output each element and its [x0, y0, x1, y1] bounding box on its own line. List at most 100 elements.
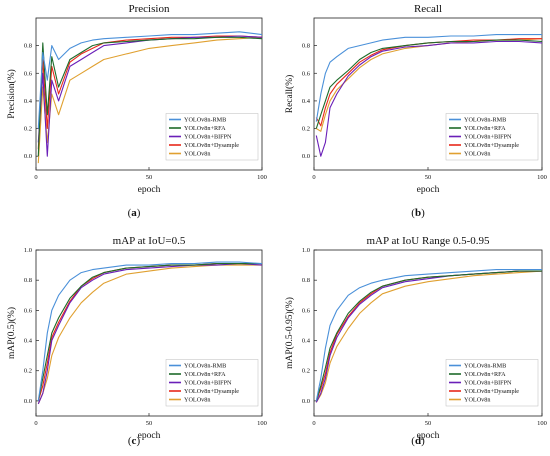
series-line-yolov8n-rmb: [37, 261, 263, 401]
y-tick-label: 0.4: [24, 98, 33, 105]
y-tick-label: 0.8: [302, 43, 310, 50]
y-tick-label: 0.4: [24, 338, 33, 345]
chart-title: mAP at IoU Range 0.5-0.95: [366, 235, 490, 247]
panel-label-paren: ): [421, 435, 425, 447]
y-tick-label: 0.2: [24, 126, 32, 133]
legend-entry: YOLOv8n-RMB: [184, 117, 226, 124]
legend-entry: YOLOv8n+Dysample: [464, 388, 519, 395]
chart-panel-c: mAP at IoU=0.5 0.0 0.2 0.4 0.6 0.8 1.0 0 50 100 ep…: [6, 235, 267, 447]
legend: YOLOv8n-RMBYOLOv8n+RFAYOLOv8n+BIFPNYOLOv…: [445, 113, 539, 161]
series-line-yolov8n-rfa: [37, 36, 263, 157]
series-line-yolov8n-rmb: [37, 31, 263, 129]
y-tick-label: 0.2: [24, 368, 32, 375]
x-tick-label: 50: [146, 174, 153, 181]
y-axis-label: Precision(%): [6, 69, 17, 119]
panel-label-paren: ): [137, 207, 141, 219]
chart-title: Precision: [129, 3, 170, 15]
panel-label: (d): [411, 435, 425, 447]
legend-entry: YOLOv8n: [464, 151, 490, 158]
series-line-yolov8n-dysample: [315, 38, 542, 127]
panel-label-paren: (: [411, 207, 415, 219]
y-tick-label: 1.0: [24, 247, 32, 254]
legend-entry: YOLOv8n+Dysample: [184, 388, 239, 395]
legend-entry: YOLOv8n+BIFPN: [464, 134, 512, 141]
legend-entry: YOLOv8n+Dysample: [464, 142, 519, 149]
y-tick-label: 0.6: [24, 70, 33, 77]
series-line-yolov8n-rmb: [315, 269, 542, 402]
legend-entry: YOLOv8n+RFA: [464, 125, 506, 132]
chart-panel-d: mAP at IoU Range 0.5-0.95 0.0 0.2 0.4 0.6 0.8…: [284, 235, 547, 447]
y-tick-label: 0.4: [302, 338, 311, 345]
panel-label-paren: ): [421, 207, 425, 219]
legend-entry: YOLOv8n: [464, 397, 490, 404]
y-tick-label: 0.2: [302, 126, 310, 133]
series-line-yolov8n: [315, 270, 543, 403]
y-tick-label: 0.0: [24, 153, 32, 160]
legend-box: [445, 113, 539, 161]
y-tick-label: 0.2: [302, 368, 310, 375]
panel-label-letter: a: [131, 207, 137, 219]
legend: YOLOv8n-RMBYOLOv8n+RFAYOLOv8n+BIFPNYOLOv…: [165, 359, 259, 407]
legend-box: [165, 113, 259, 161]
legend-entry: YOLOv8n+BIFPN: [464, 380, 512, 387]
legend-entry: YOLOv8n+RFA: [184, 371, 226, 378]
x-axis-label: epoch: [138, 185, 161, 195]
y-axis-label: Recall(%): [284, 75, 295, 114]
y-tick-label: 0.8: [24, 43, 32, 50]
y-axis-label: mAP(0.5)(%): [6, 307, 17, 359]
y-tick-label: 0.6: [302, 307, 311, 314]
legend: YOLOv8n-RMBYOLOv8n+RFAYOLOv8n+BIFPNYOLOv…: [165, 113, 259, 161]
panel-label: (a): [128, 207, 141, 219]
legend-entry: YOLOv8n-RMB: [464, 117, 506, 124]
panel-label-paren: (: [128, 207, 132, 219]
chart-panel-a: Precision 0.0 0.2 0.4 0.6 0.8 0 50 100 epoch Preci…: [6, 3, 267, 219]
legend-entry: YOLOv8n+RFA: [184, 125, 226, 132]
chart-title: Recall: [414, 3, 442, 15]
x-tick-label: 0: [34, 420, 37, 427]
legend: YOLOv8n-RMBYOLOv8n+RFAYOLOv8n+BIFPNYOLOv…: [445, 359, 539, 407]
x-tick-label: 50: [425, 420, 432, 427]
x-axis-label: epoch: [417, 431, 440, 441]
x-tick-label: 50: [425, 174, 432, 181]
y-tick-label: 0.0: [24, 398, 32, 405]
legend-box: [165, 359, 259, 407]
x-tick-label: 100: [537, 420, 547, 427]
panel-label-paren: (: [411, 435, 415, 447]
panel-label-letter: d: [415, 435, 421, 447]
legend-box: [445, 359, 539, 407]
y-tick-label: 0.0: [302, 398, 310, 405]
x-tick-label: 100: [537, 174, 547, 181]
legend-entry: YOLOv8n+RFA: [464, 371, 506, 378]
x-tick-label: 50: [146, 420, 153, 427]
y-tick-label: 0.6: [24, 307, 33, 314]
series-line-yolov8n-rfa: [37, 263, 262, 402]
panel-label-letter: c: [132, 435, 137, 447]
y-tick-label: 0.4: [302, 98, 311, 105]
x-axis-label: epoch: [138, 431, 161, 441]
legend-entry: YOLOv8n+Dysample: [184, 142, 239, 149]
series-line-yolov8n-bifpn: [37, 263, 263, 405]
x-tick-label: 100: [257, 174, 267, 181]
series-line-yolov8n-dysample: [37, 35, 263, 150]
series-line-yolov8n-rfa: [315, 39, 543, 129]
x-tick-label: 0: [312, 174, 315, 181]
x-tick-label: 0: [312, 420, 315, 427]
legend-entry: YOLOv8n: [184, 397, 210, 404]
chart-panel-b: Recall 0.0 0.2 0.4 0.6 0.8 0 50 100 epoch Recall(%…: [284, 3, 547, 219]
series-line-yolov8n: [37, 264, 262, 405]
y-tick-label: 0.0: [302, 153, 310, 160]
series-line-yolov8n-bifpn: [37, 35, 263, 157]
legend-entry: YOLOv8n+BIFPN: [184, 380, 232, 387]
legend-entry: YOLOv8n-RMB: [184, 363, 226, 370]
y-tick-label: 0.8: [24, 277, 32, 284]
panel-label-paren: ): [136, 435, 140, 447]
legend-entry: YOLOv8n-RMB: [464, 363, 506, 370]
y-axis-label: mAP(0.5-0.95)(%): [284, 297, 295, 369]
series-line-yolov8n-rmb: [315, 34, 542, 122]
chart-title: mAP at IoU=0.5: [113, 235, 186, 247]
panel-label: (b): [411, 207, 425, 219]
y-tick-label: 1.0: [302, 247, 310, 254]
panel-label-letter: b: [415, 207, 421, 219]
